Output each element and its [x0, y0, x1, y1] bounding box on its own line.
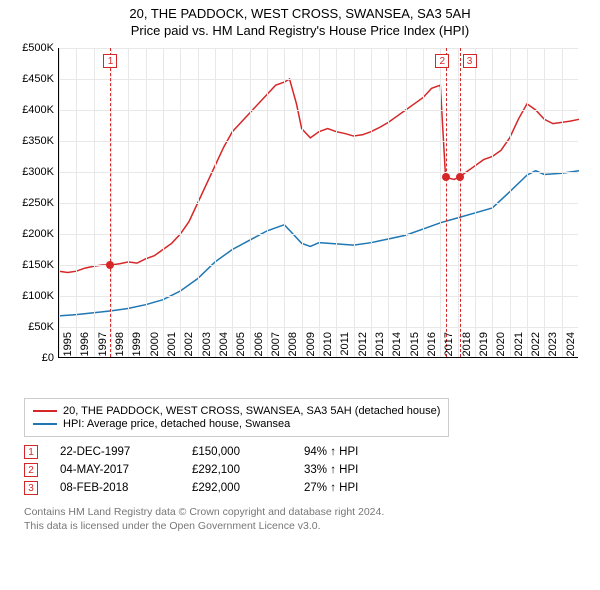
x-tick-label: 2004	[218, 332, 230, 362]
transaction-hpi: 27% ↑ HPI	[304, 482, 394, 494]
x-tick-label: 2001	[166, 332, 178, 362]
x-tick-label: 2011	[339, 332, 351, 362]
y-tick-label: £500K	[6, 42, 54, 54]
transaction-date: 04-MAY-2017	[60, 464, 170, 476]
transaction-price: £292,100	[192, 464, 282, 476]
x-tick-label: 2019	[478, 332, 490, 362]
transaction-flag: 3	[463, 54, 477, 68]
legend-row: HPI: Average price, detached house, Swan…	[33, 418, 440, 430]
license-footer: Contains HM Land Registry data © Crown c…	[24, 505, 590, 533]
transaction-vline	[446, 48, 447, 357]
x-tick-label: 2020	[495, 332, 507, 362]
x-tick-label: 2010	[322, 332, 334, 362]
transaction-vline	[460, 48, 461, 357]
y-tick-label: £50K	[6, 321, 54, 333]
y-tick-label: £150K	[6, 259, 54, 271]
x-tick-label: 2018	[461, 332, 473, 362]
y-tick-label: £450K	[6, 73, 54, 85]
x-tick-label: 1995	[62, 332, 74, 362]
x-tick-label: 2003	[201, 332, 213, 362]
x-tick-label: 2002	[183, 332, 195, 362]
footer-line: Contains HM Land Registry data © Crown c…	[24, 505, 590, 519]
x-tick-label: 2014	[391, 332, 403, 362]
legend-label: 20, THE PADDOCK, WEST CROSS, SWANSEA, SA…	[63, 405, 440, 417]
x-tick-label: 2008	[287, 332, 299, 362]
chart-title: 20, THE PADDOCK, WEST CROSS, SWANSEA, SA…	[10, 6, 590, 21]
transaction-vline	[110, 48, 111, 357]
transaction-row: 3 08-FEB-2018 £292,000 27% ↑ HPI	[24, 481, 590, 495]
transaction-marker	[456, 173, 464, 181]
x-tick-label: 1998	[114, 332, 126, 362]
transaction-marker	[106, 261, 114, 269]
footer-line: This data is licensed under the Open Gov…	[24, 519, 590, 533]
x-tick-label: 2017	[443, 332, 455, 362]
transaction-row: 1 22-DEC-1997 £150,000 94% ↑ HPI	[24, 445, 590, 459]
chart-container: 20, THE PADDOCK, WEST CROSS, SWANSEA, SA…	[0, 0, 600, 541]
legend-label: HPI: Average price, detached house, Swan…	[63, 418, 290, 430]
y-tick-label: £400K	[6, 104, 54, 116]
x-tick-label: 2022	[530, 332, 542, 362]
x-tick-label: 1996	[79, 332, 91, 362]
legend-swatch	[33, 423, 57, 425]
transaction-flag: 1	[103, 54, 117, 68]
x-tick-label: 1997	[97, 332, 109, 362]
transaction-date: 08-FEB-2018	[60, 482, 170, 494]
legend-row: 20, THE PADDOCK, WEST CROSS, SWANSEA, SA…	[33, 405, 440, 417]
transaction-row: 2 04-MAY-2017 £292,100 33% ↑ HPI	[24, 463, 590, 477]
chart-subtitle: Price paid vs. HM Land Registry's House …	[10, 23, 590, 38]
x-tick-label: 2021	[513, 332, 525, 362]
y-tick-label: £250K	[6, 197, 54, 209]
transaction-hpi: 94% ↑ HPI	[304, 446, 394, 458]
legend-swatch	[33, 410, 57, 412]
transaction-price: £292,000	[192, 482, 282, 494]
y-tick-label: £350K	[6, 135, 54, 147]
x-tick-label: 2016	[426, 332, 438, 362]
x-tick-label: 2006	[253, 332, 265, 362]
x-tick-label: 2007	[270, 332, 282, 362]
transaction-marker	[442, 173, 450, 181]
x-tick-label: 2009	[305, 332, 317, 362]
transaction-number: 2	[24, 463, 38, 477]
y-tick-label: £100K	[6, 290, 54, 302]
transaction-number: 1	[24, 445, 38, 459]
transaction-hpi: 33% ↑ HPI	[304, 464, 394, 476]
x-tick-label: 2024	[565, 332, 577, 362]
x-tick-label: 2015	[409, 332, 421, 362]
x-tick-label: 2013	[374, 332, 386, 362]
x-tick-label: 2000	[149, 332, 161, 362]
x-tick-label: 2012	[357, 332, 369, 362]
legend-box: 20, THE PADDOCK, WEST CROSS, SWANSEA, SA…	[24, 398, 449, 437]
transaction-price: £150,000	[192, 446, 282, 458]
transaction-date: 22-DEC-1997	[60, 446, 170, 458]
plot-region: 1 23	[58, 48, 578, 358]
x-tick-label: 1999	[131, 332, 143, 362]
transaction-table: 1 22-DEC-1997 £150,000 94% ↑ HPI 2 04-MAY-201…	[24, 445, 590, 495]
transaction-flag: 2	[435, 54, 449, 68]
chart-area: £0£50K£100K£150K£200K£250K£300K£350K£400…	[10, 48, 590, 388]
y-tick-label: £300K	[6, 166, 54, 178]
x-tick-label: 2023	[547, 332, 559, 362]
x-tick-label: 2005	[235, 332, 247, 362]
y-tick-label: £200K	[6, 228, 54, 240]
y-tick-label: £0	[6, 352, 54, 364]
transaction-number: 3	[24, 481, 38, 495]
